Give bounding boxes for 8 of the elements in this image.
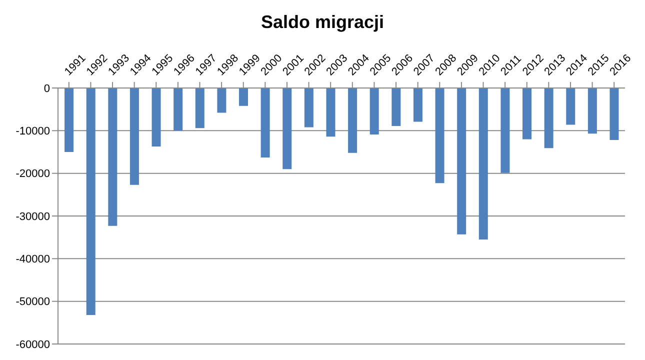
y-tick-label: -40000 — [16, 254, 50, 266]
chart-title: Saldo migracji — [260, 11, 386, 34]
y-tick-label: 0 — [44, 82, 50, 95]
y-tick-label: -50000 — [16, 296, 50, 308]
y-tick-label: -20000 — [16, 168, 50, 180]
y-tick-label: -30000 — [16, 210, 50, 223]
y-tick-label: -10000 — [16, 126, 50, 138]
y-tick-label: -60000 — [16, 338, 50, 351]
